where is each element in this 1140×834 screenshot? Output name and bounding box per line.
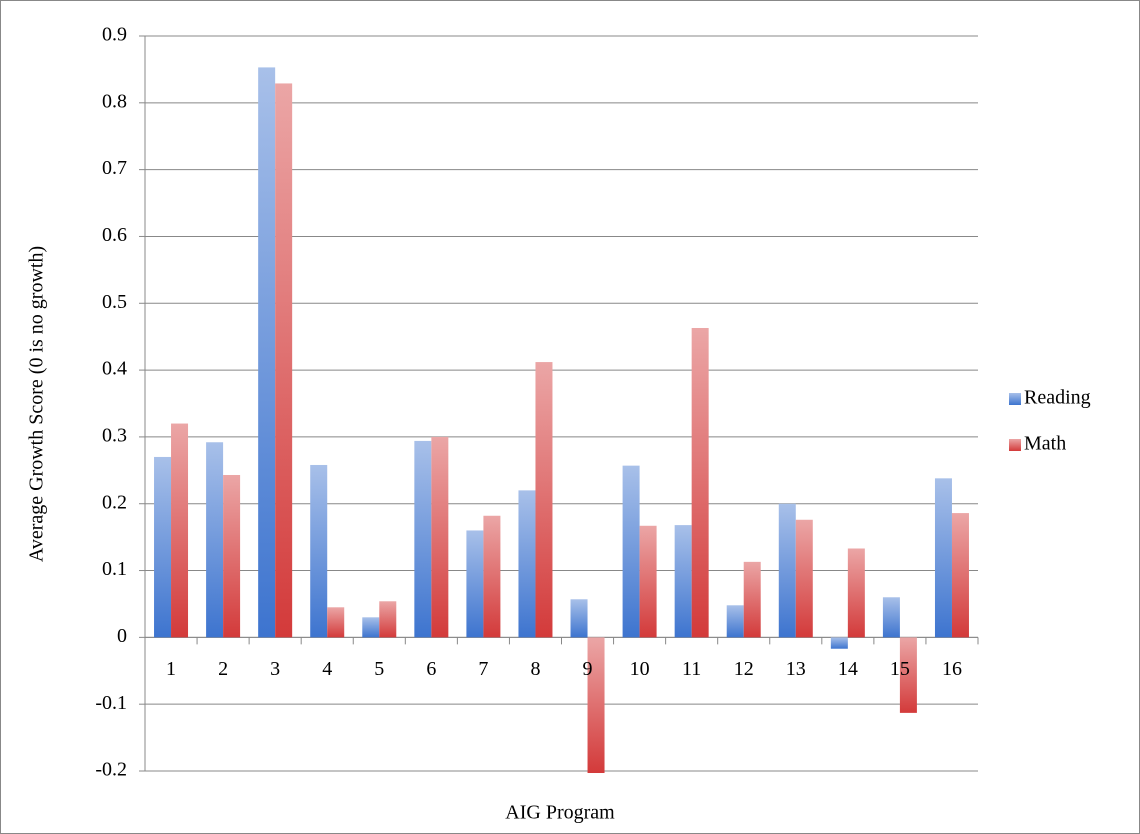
y-tick-label: -0.2	[95, 759, 127, 781]
x-tick-label: 1	[166, 658, 176, 680]
y-tick-label: -0.1	[95, 692, 127, 714]
x-tick-label: 4	[322, 658, 332, 680]
bar	[414, 440, 432, 638]
y-tick-label: 0.6	[102, 224, 127, 246]
bar	[258, 67, 276, 638]
y-tick-label: 0.5	[102, 291, 127, 313]
legend-label: Math	[1024, 433, 1066, 455]
y-tick-label: 0.3	[102, 425, 127, 447]
x-tick-label: 16	[942, 658, 962, 680]
bar	[691, 327, 709, 638]
bar	[483, 515, 501, 638]
y-tick-label: 0.2	[102, 491, 127, 513]
y-tick-label: 0.9	[102, 24, 127, 46]
bar	[171, 423, 189, 638]
legend-swatch	[1009, 439, 1021, 451]
x-tick-label: 3	[270, 658, 280, 680]
bar	[154, 456, 172, 638]
bar	[830, 637, 848, 649]
bar	[934, 478, 952, 638]
bar	[570, 599, 588, 638]
x-tick-label: 8	[530, 658, 540, 680]
bar	[379, 601, 397, 638]
x-tick-label: 10	[630, 658, 650, 680]
bar	[362, 617, 380, 638]
bar	[431, 436, 449, 638]
x-tick-label: 11	[682, 658, 701, 680]
bar	[622, 465, 640, 638]
x-tick-label: 2	[218, 658, 228, 680]
bar	[674, 525, 692, 638]
x-tick-label: 6	[426, 658, 436, 680]
bar	[882, 597, 900, 638]
y-tick-label: 0.1	[102, 558, 127, 580]
bar	[535, 362, 553, 638]
bar	[223, 474, 241, 638]
bar	[795, 519, 813, 638]
bar	[206, 442, 224, 638]
x-tick-label: 9	[583, 658, 593, 680]
y-tick-label: 0	[117, 625, 127, 647]
legend-swatch	[1009, 393, 1021, 405]
bar	[778, 503, 796, 638]
bar	[639, 525, 657, 638]
bar	[310, 464, 328, 638]
legend-label: Reading	[1024, 387, 1091, 409]
y-tick-label: 0.8	[102, 90, 127, 112]
bar	[951, 513, 969, 638]
x-tick-label: 7	[478, 658, 488, 680]
bar	[743, 561, 761, 638]
x-tick-label: 5	[374, 658, 384, 680]
y-axis-title: Average Growth Score (0 is no growth)	[26, 246, 48, 562]
bar	[466, 530, 484, 638]
y-tick-label: 0.4	[102, 358, 127, 380]
bar	[847, 548, 865, 638]
x-tick-label: 12	[734, 658, 754, 680]
x-axis-title: AIG Program	[505, 802, 615, 824]
bar	[726, 605, 744, 638]
x-tick-label: 14	[838, 658, 858, 680]
x-tick-label: 13	[786, 658, 806, 680]
bar	[327, 607, 345, 638]
bar	[518, 490, 536, 638]
bar	[275, 83, 293, 638]
x-tick-label: 15	[890, 658, 910, 680]
bar	[587, 637, 605, 774]
y-tick-label: 0.7	[102, 157, 127, 179]
bar	[899, 637, 917, 713]
